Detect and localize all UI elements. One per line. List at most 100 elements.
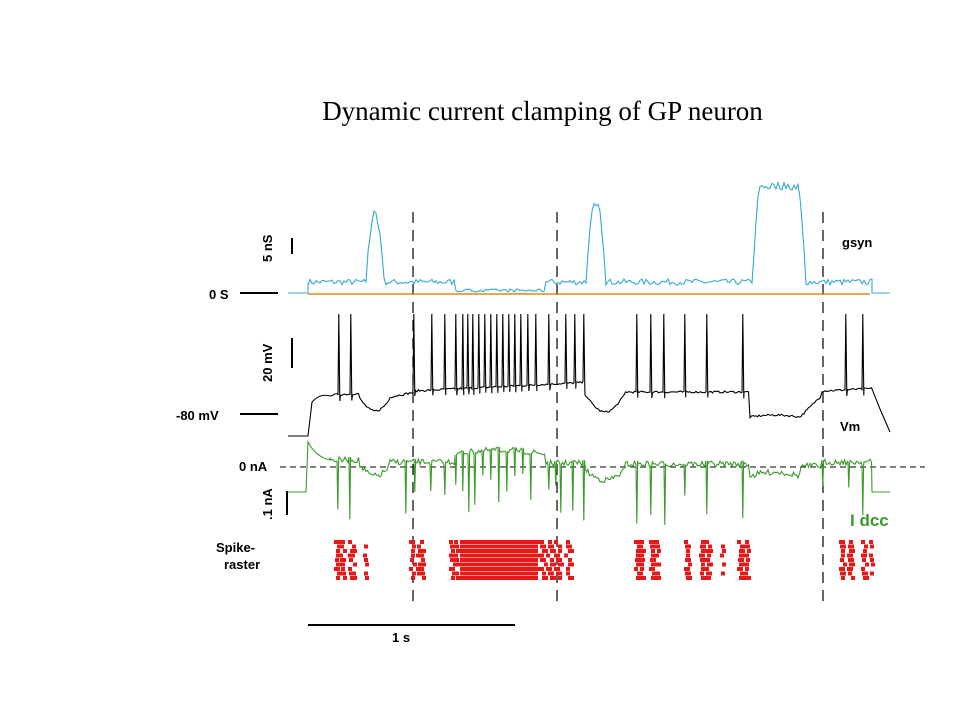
raster-tick	[849, 553, 853, 558]
raster-tick	[841, 576, 845, 580]
raster-tick	[656, 571, 660, 576]
raster-tick	[421, 571, 425, 576]
raster-tick	[722, 562, 726, 567]
raster-tick	[707, 576, 711, 580]
raster-tick	[566, 567, 570, 571]
raster-tick	[746, 544, 750, 549]
raster-tick	[343, 576, 347, 580]
raster-tick	[364, 544, 368, 549]
raster-tick	[566, 540, 570, 544]
raster-tick	[870, 571, 874, 576]
raster-tick	[411, 540, 415, 544]
raster-tick	[841, 553, 845, 558]
raster-tick	[544, 549, 548, 553]
raster-tick	[343, 549, 347, 553]
raster-tick	[558, 544, 562, 549]
raster-tick	[848, 571, 852, 576]
raster-tick	[849, 567, 853, 571]
raster-tick	[634, 567, 638, 571]
spike-raster	[334, 540, 875, 580]
raster-tick	[410, 558, 414, 562]
raster-tick	[744, 571, 748, 576]
raster-tick	[540, 567, 544, 571]
raster-tick	[534, 576, 538, 580]
raster-tick	[351, 553, 355, 558]
raster-tick	[534, 562, 538, 567]
raster-label-line1: Spike-	[216, 540, 255, 555]
raster-tick	[411, 576, 415, 580]
raster-tick	[640, 553, 644, 558]
raster-tick	[422, 549, 426, 553]
raster-tick	[702, 558, 706, 562]
raster-tick	[640, 562, 644, 567]
raster-tick	[701, 553, 705, 558]
raster-tick	[642, 549, 646, 553]
raster-tick	[657, 576, 661, 580]
raster-tick	[418, 549, 422, 553]
raster-tick	[705, 540, 709, 544]
raster-tick	[687, 571, 691, 576]
raster-tick	[745, 562, 749, 567]
gsyn-scale-label: 5 nS	[260, 234, 275, 262]
raster-tick	[534, 553, 538, 558]
raster-tick	[568, 558, 572, 562]
idcc-zero-label: 0 nA	[239, 459, 268, 474]
raster-tick	[552, 549, 556, 553]
raster-tick	[336, 576, 340, 580]
raster-tick	[420, 540, 424, 544]
vm-trace	[288, 313, 891, 437]
raster-tick	[687, 558, 691, 562]
raster-tick	[339, 553, 343, 558]
raster-tick	[534, 567, 538, 571]
raster-tick	[349, 558, 353, 562]
raster-tick	[556, 553, 560, 558]
raster-tick	[688, 576, 692, 580]
raster-tick	[651, 553, 655, 558]
raster-tick	[566, 571, 570, 576]
raster-tick	[540, 540, 544, 544]
gsyn-zero-label: 0 S	[209, 287, 229, 302]
raster-tick	[686, 553, 690, 558]
raster-tick	[745, 567, 749, 571]
raster-tick	[861, 540, 865, 544]
raster-tick	[452, 558, 456, 562]
raster-tick	[453, 562, 457, 567]
event-markers	[412, 212, 824, 605]
raster-tick	[851, 576, 855, 580]
raster-tick	[554, 540, 558, 544]
raster-tick	[550, 558, 554, 562]
raster-tick	[640, 540, 644, 544]
raster-tick	[337, 571, 341, 576]
raster-tick	[558, 571, 562, 576]
raster-tick	[739, 553, 743, 558]
raster-tick	[688, 562, 692, 567]
raster-tick	[558, 558, 562, 562]
raster-tick	[703, 576, 707, 580]
raster-tick	[870, 558, 874, 562]
raster-tick	[687, 544, 691, 549]
raster-tick	[850, 544, 854, 549]
raster-tick	[546, 553, 550, 558]
raster-tick	[348, 553, 352, 558]
raster-tick	[350, 549, 354, 553]
raster-tick	[640, 567, 644, 571]
raster-tick	[657, 562, 661, 567]
raster-tick	[745, 540, 749, 544]
raster-tick	[871, 562, 875, 567]
raster-tick	[451, 567, 455, 571]
raster-tick	[684, 540, 688, 544]
raster-tick	[702, 544, 706, 549]
raster-tick	[336, 553, 340, 558]
raster-tick	[451, 549, 455, 553]
raster-tick	[336, 567, 340, 571]
raster-tick	[861, 567, 865, 571]
raster-tick	[348, 540, 352, 544]
raster-tick	[651, 540, 655, 544]
raster-tick	[863, 549, 867, 553]
raster-tick	[352, 544, 356, 549]
raster-tick	[454, 540, 458, 544]
scale-bars	[240, 238, 515, 626]
raster-tick	[417, 544, 421, 549]
raster-tick	[707, 553, 711, 558]
